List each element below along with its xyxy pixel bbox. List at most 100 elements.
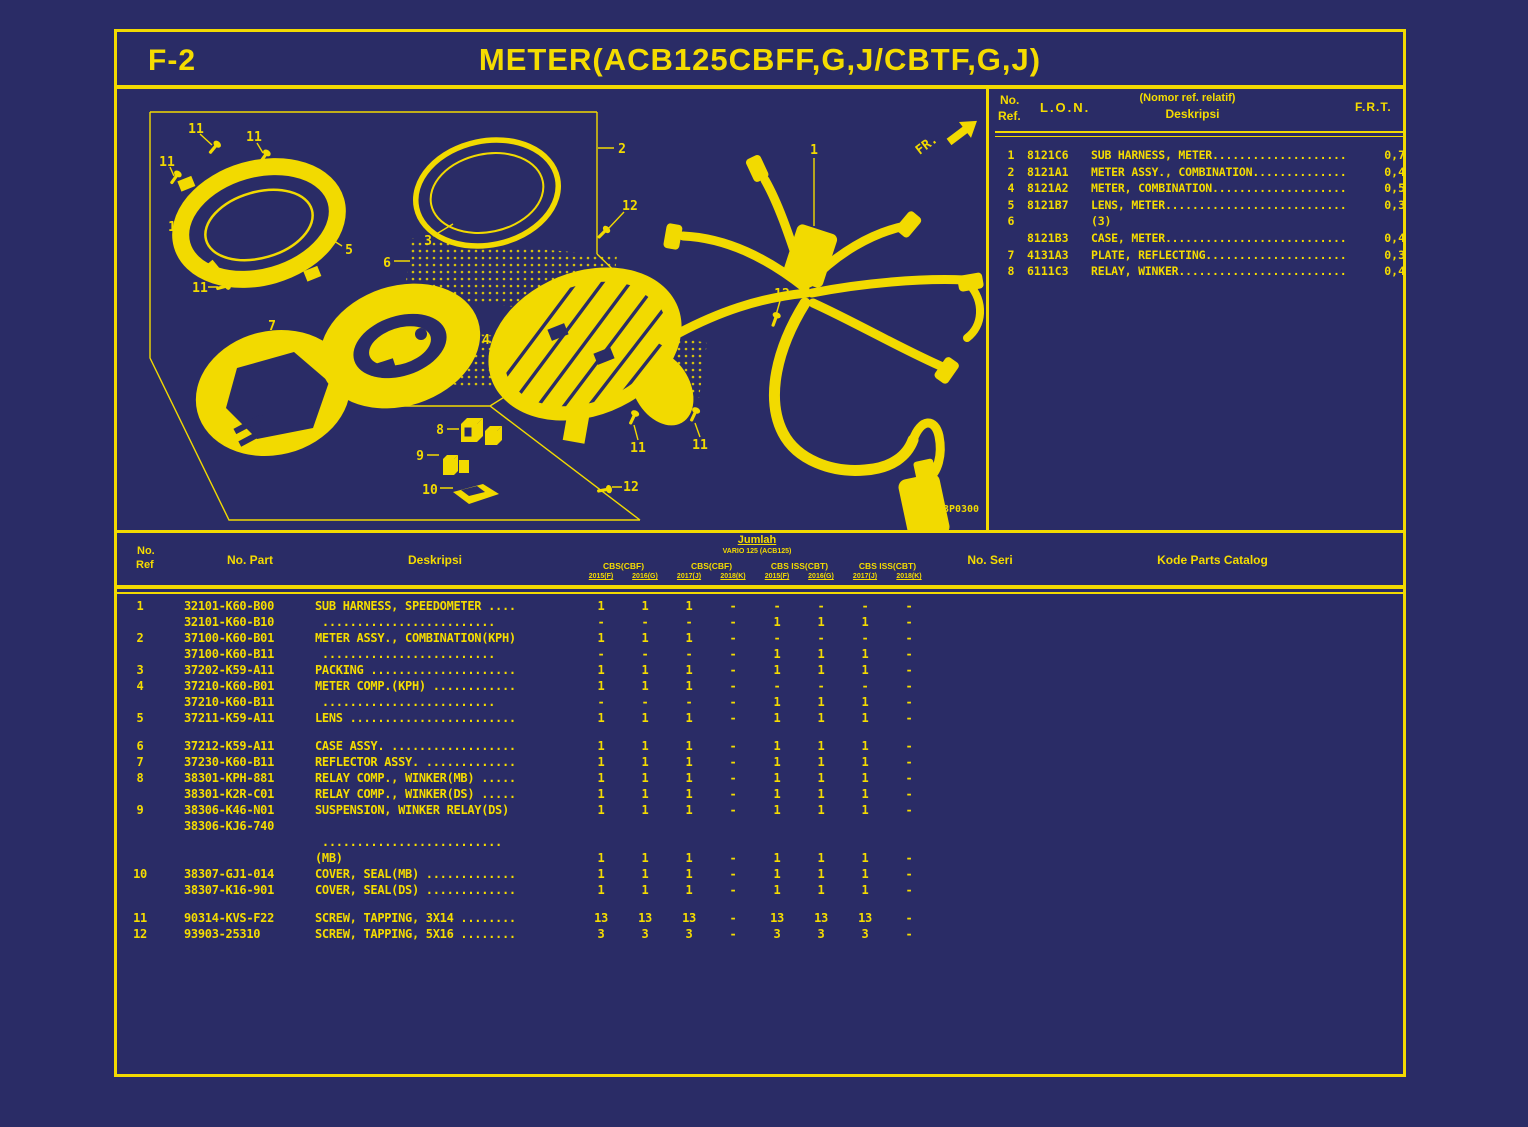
parts-col-jumlah: Jumlah <box>737 534 777 546</box>
qty-cell: 1 <box>773 615 781 629</box>
qty-cell: 1 <box>597 867 605 881</box>
parts-table-row: 9 38306-K46-N01 SUSPENSION, WINKER RELAY(D… <box>117 803 1117 819</box>
qty-cell: 1 <box>817 755 825 769</box>
qty-cell: 1 <box>861 647 869 661</box>
parts-table-row: 38301-K2R-C01 RELAY COMP., WINKER(DS) ...… <box>117 787 1117 803</box>
qty-cell: 1 <box>861 867 869 881</box>
qty-cell: 13 <box>814 911 828 925</box>
qty-cell: - <box>817 679 825 693</box>
qty-cell: - <box>729 927 737 941</box>
qty-cell: - <box>861 599 869 613</box>
qty-cell: - <box>729 711 737 725</box>
qty-year-header: 2018(K) <box>896 573 922 580</box>
qty-cell: 1 <box>861 787 869 801</box>
qty-cell: 1 <box>597 771 605 785</box>
winker-relays <box>443 418 502 504</box>
ref-table-row: 8 6111C3 RELAY, WINKER....................… <box>1007 264 1405 279</box>
ref-table-row: 6 (3) <box>1007 214 1112 229</box>
ref-header-underline-thin <box>995 136 1403 137</box>
qty-cell: - <box>773 679 781 693</box>
qty-cell: - <box>729 663 737 677</box>
title-divider <box>117 85 1403 89</box>
qty-cell: - <box>729 771 737 785</box>
qty-cell: - <box>729 911 737 925</box>
qty-cell: - <box>905 663 913 677</box>
qty-cell: 1 <box>685 851 693 865</box>
qty-cell: 1 <box>685 787 693 801</box>
qty-cell: 1 <box>641 711 649 725</box>
qty-year-header: 2016(G) <box>632 573 658 580</box>
parts-table-row: 3 37202-K59-A11 PACKING ..................… <box>117 663 1117 679</box>
callout-11: 11 <box>192 281 208 296</box>
qty-cell: 1 <box>685 771 693 785</box>
parts-table-row: 11 90314-KVS-F22 SCREW, TAPPING, 3X14 ....… <box>117 911 1117 927</box>
qty-year-header: 2017(J) <box>676 573 702 580</box>
qty-group-header: CBS(CBF) <box>602 561 645 571</box>
callout-leader-lines <box>169 133 815 489</box>
qty-cell: 3 <box>597 927 605 941</box>
qty-cell: - <box>905 711 913 725</box>
packing-outline <box>412 137 562 249</box>
qty-cell: 1 <box>773 755 781 769</box>
qty-year-header: 2015(F) <box>588 573 614 580</box>
ref-col-frt: F.R.T. <box>1355 100 1392 114</box>
qty-cell <box>667 819 711 835</box>
diagram-image-code: K93P0300 <box>931 504 979 515</box>
parts-col-seri: No. Seri <box>967 553 1013 567</box>
parts-col-ref: Ref <box>136 559 154 571</box>
qty-cell: 1 <box>685 739 693 753</box>
parts-table-row: 2 37100-K60-B01 METER ASSY., COMBINATION(K… <box>117 631 1117 647</box>
parts-table-row: 38307-K16-901 COVER, SEAL(DS) ...........… <box>117 883 1117 899</box>
parts-table-row: 6 37212-K59-A11 CASE ASSY. ...............… <box>117 739 1117 755</box>
callout-2: 2 <box>618 142 626 157</box>
qty-cell: 1 <box>773 695 781 709</box>
qty-year-header: 2015(F) <box>764 573 790 580</box>
parts-diagram: 1 2 3 4 5 6 7 8 9 10 11 11 11 11 11 11 1… <box>149 111 985 530</box>
qty-cell: 1 <box>641 663 649 677</box>
qty-cell: 1 <box>773 647 781 661</box>
qty-cell: - <box>641 615 649 629</box>
parts-col-kode: Kode Parts Catalog <box>1157 553 1268 567</box>
qty-cell: 1 <box>641 755 649 769</box>
parts-table-row: 10 38307-GJ1-014 COVER, SEAL(MB) .........… <box>117 867 1117 883</box>
qty-cell: 1 <box>817 803 825 817</box>
qty-cell: - <box>729 615 737 629</box>
fr-direction-arrow: FR. <box>913 120 977 158</box>
qty-cell: 1 <box>597 755 605 769</box>
qty-cell <box>623 835 667 851</box>
qty-group-header: CBS ISS(CBT) <box>858 561 917 571</box>
qty-cell: 1 <box>597 711 605 725</box>
qty-cell: 1 <box>641 867 649 881</box>
callout-8: 8 <box>436 423 444 438</box>
ref-col-ref: Ref. <box>998 109 1021 123</box>
ref-table-row: 1 8121C6 SUB HARNESS, METER...............… <box>1007 148 1405 162</box>
qty-cell: - <box>729 647 737 661</box>
ref-col-no: No. <box>1000 93 1020 107</box>
qty-cell: 1 <box>641 599 649 613</box>
qty-cell: - <box>773 631 781 645</box>
qty-cell: 1 <box>597 883 605 897</box>
qty-cell <box>799 819 843 835</box>
ref-col-lon: L.O.N. <box>1040 100 1091 115</box>
qty-cell: - <box>905 911 913 925</box>
qty-cell: - <box>597 647 605 661</box>
qty-cell: 1 <box>597 739 605 753</box>
qty-cell: 1 <box>773 851 781 865</box>
qty-cell: - <box>729 599 737 613</box>
qty-cell: - <box>729 755 737 769</box>
qty-cell: 1 <box>817 851 825 865</box>
qty-cell: - <box>905 851 913 865</box>
parts-col-desc: Deskripsi <box>407 553 463 567</box>
qty-cell: 1 <box>861 739 869 753</box>
qty-cell: 3 <box>773 927 781 941</box>
qty-cell: 1 <box>773 771 781 785</box>
qty-cell: 1 <box>817 787 825 801</box>
callout-11: 11 <box>630 441 646 456</box>
qty-cell: - <box>641 695 649 709</box>
qty-cell: - <box>905 787 913 801</box>
qty-cell: 1 <box>773 803 781 817</box>
ref-col-desc: Deskripsi <box>1165 107 1220 121</box>
figure-code: F-2 <box>148 44 196 77</box>
qty-cell: 1 <box>861 771 869 785</box>
